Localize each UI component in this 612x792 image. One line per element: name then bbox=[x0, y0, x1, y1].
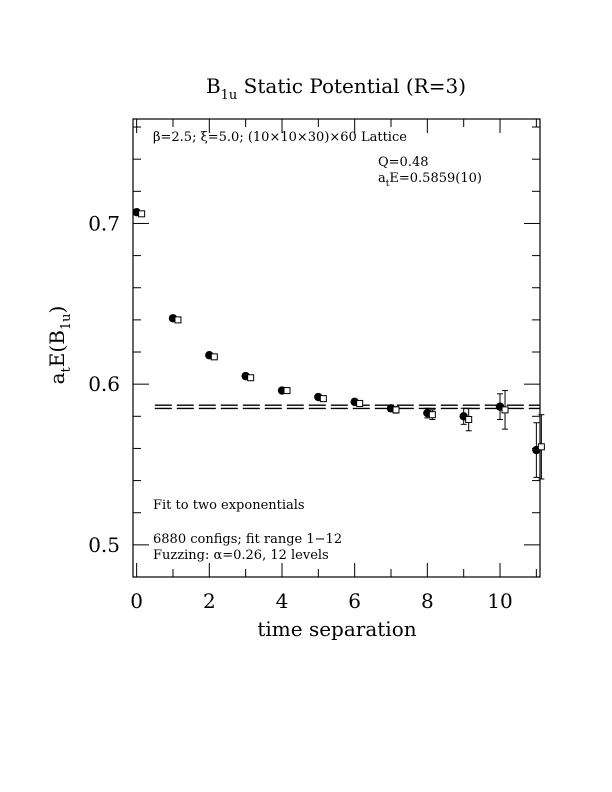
data-point-square bbox=[210, 353, 218, 361]
data-point-square bbox=[428, 411, 436, 419]
y-tick-label: 0.5 bbox=[88, 533, 120, 557]
y-tick-label: 0.7 bbox=[88, 211, 120, 235]
lattice-annotation: β=2.5; ξ=5.0; (10×10×30)×60 Lattice bbox=[153, 130, 407, 145]
data-point-square bbox=[283, 387, 291, 395]
configs-annotation: 6880 configs; fit range 1−12 bbox=[153, 532, 342, 547]
x-axis-label: time separation bbox=[257, 617, 416, 641]
data-point-square bbox=[465, 416, 473, 424]
x-tick-label: 6 bbox=[348, 589, 361, 613]
x-tick-label: 10 bbox=[487, 589, 512, 613]
fit-annotation: Fit to two exponentials bbox=[153, 498, 305, 513]
ticks: 0 2 4 6 8 10 0.5 0.6 0.7 bbox=[88, 119, 540, 613]
fuzzing-annotation: Fuzzing: α=0.26, 12 levels bbox=[153, 548, 329, 563]
y-axis-label: atE(B1u) bbox=[45, 306, 74, 385]
chart-title-subscript: 1u bbox=[221, 88, 238, 103]
data-point-square bbox=[537, 443, 545, 451]
data-point-square bbox=[247, 374, 255, 382]
x-tick-label: 8 bbox=[421, 589, 434, 613]
q-annotation: Q=0.48 bbox=[378, 155, 429, 170]
data-point-square bbox=[319, 395, 327, 403]
chart-title: B1u Static Potential (R=3) bbox=[206, 74, 466, 103]
fit-band bbox=[154, 404, 540, 410]
data-points bbox=[132, 208, 545, 480]
x-tick-label: 2 bbox=[203, 589, 216, 613]
data-point-square bbox=[174, 316, 182, 324]
data-point-square bbox=[501, 406, 509, 414]
data-point-square bbox=[392, 406, 400, 414]
x-tick-label: 4 bbox=[276, 589, 289, 613]
plot-frame bbox=[132, 118, 541, 578]
energy-annotation: atE=0.5859(10) bbox=[378, 171, 482, 189]
y-tick-label: 0.6 bbox=[88, 372, 120, 396]
data-point-square bbox=[356, 399, 364, 407]
x-tick-label: 0 bbox=[130, 589, 143, 613]
data-point-square bbox=[138, 210, 146, 218]
